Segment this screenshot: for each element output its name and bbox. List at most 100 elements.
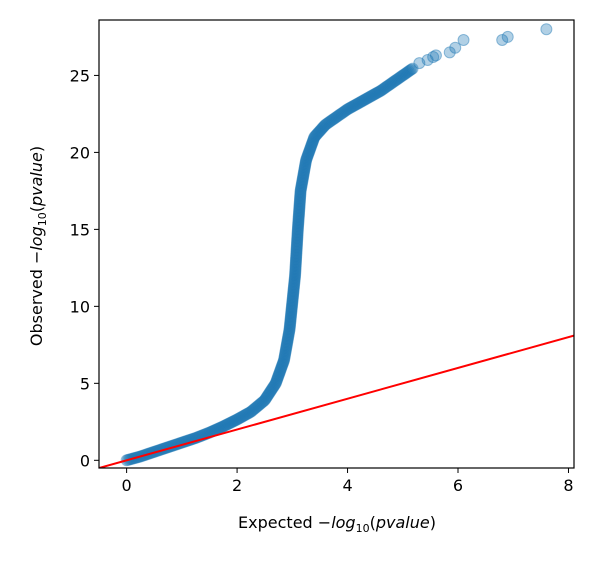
data-point — [351, 97, 364, 110]
data-point — [273, 367, 286, 380]
data-point — [291, 226, 304, 239]
data-point — [301, 151, 314, 164]
data-point — [286, 295, 299, 308]
data-point — [394, 71, 407, 84]
data-point — [406, 62, 419, 75]
plot-area — [99, 23, 574, 468]
data-point — [221, 418, 234, 431]
data-point — [352, 97, 365, 110]
data-point — [372, 86, 385, 99]
data-point — [280, 338, 293, 351]
data-point — [292, 210, 305, 223]
data-point — [265, 384, 278, 397]
x-axis-label-arg: pvalue — [375, 513, 430, 532]
data-point — [294, 184, 307, 197]
y-axis-label-close: ) — [27, 146, 46, 152]
data-point — [335, 107, 348, 120]
data-point — [291, 223, 304, 236]
data-point — [285, 307, 298, 320]
data-point — [291, 221, 304, 234]
x-axis-label-close: ) — [430, 513, 436, 532]
data-point — [271, 373, 284, 386]
data-point — [287, 288, 300, 301]
y-axis-label-open: ( — [27, 206, 46, 212]
data-point — [293, 195, 306, 208]
data-point — [386, 76, 399, 89]
data-point — [413, 57, 426, 70]
data-point — [293, 198, 306, 211]
data-point — [371, 86, 383, 99]
data-point — [296, 176, 309, 189]
data-point — [290, 247, 303, 260]
data-point — [356, 95, 369, 108]
data-point — [314, 123, 327, 136]
data-point — [320, 117, 333, 130]
data-point — [289, 259, 302, 272]
data-point — [395, 70, 408, 83]
data-point — [276, 359, 289, 372]
y-tick-label: 10 — [70, 297, 90, 316]
data-point — [382, 79, 395, 92]
data-point — [389, 74, 402, 87]
data-point — [393, 71, 406, 84]
data-point — [355, 95, 368, 108]
data-point — [291, 236, 304, 249]
data-point — [402, 65, 415, 78]
data-point — [305, 140, 317, 153]
data-point — [291, 230, 304, 243]
data-point — [306, 135, 319, 148]
data-point — [443, 46, 456, 59]
data-point — [274, 365, 287, 378]
data-point — [285, 304, 298, 317]
data-point — [359, 93, 372, 106]
data-point — [330, 110, 343, 123]
y-tick-label: 20 — [70, 143, 90, 162]
data-point — [289, 256, 302, 269]
data-point — [288, 278, 301, 291]
data-point — [287, 282, 300, 295]
data-point — [282, 327, 295, 340]
data-point — [429, 49, 442, 62]
data-point — [294, 192, 307, 205]
data-point — [298, 162, 311, 175]
data-point — [278, 352, 291, 365]
data-point — [289, 262, 302, 275]
data-point — [374, 84, 387, 97]
data-point — [368, 88, 381, 101]
data-point — [345, 101, 358, 114]
data-point — [286, 297, 299, 310]
data-point — [299, 158, 312, 171]
data-point — [302, 148, 315, 161]
data-point — [342, 102, 355, 115]
y-axis-label-log: log — [27, 226, 46, 250]
data-point — [275, 361, 288, 374]
data-point — [347, 99, 360, 112]
data-point — [323, 116, 336, 129]
data-point — [300, 154, 313, 167]
data-point — [283, 324, 296, 337]
data-point — [307, 133, 320, 146]
data-point — [286, 289, 299, 302]
data-point — [260, 391, 273, 404]
data-point — [227, 415, 240, 428]
data-point — [277, 356, 290, 369]
y-axis-label: Observed −log10(pvalue) — [27, 146, 49, 346]
data-point — [259, 393, 272, 406]
data-point — [285, 301, 298, 314]
data-point — [289, 268, 302, 281]
data-point — [291, 224, 304, 237]
data-point — [293, 201, 306, 214]
y-axis-label-prefix: Observed — [27, 264, 46, 346]
data-point — [304, 141, 317, 154]
data-point — [501, 30, 514, 43]
data-point — [284, 311, 297, 324]
data-point — [540, 23, 553, 36]
data-point — [362, 91, 375, 104]
data-point — [298, 164, 311, 177]
x-tick-label: 4 — [342, 476, 352, 495]
y-axis-label-sub: 10 — [36, 212, 49, 226]
data-point — [289, 266, 302, 279]
data-point — [308, 131, 321, 143]
data-point — [350, 98, 363, 111]
